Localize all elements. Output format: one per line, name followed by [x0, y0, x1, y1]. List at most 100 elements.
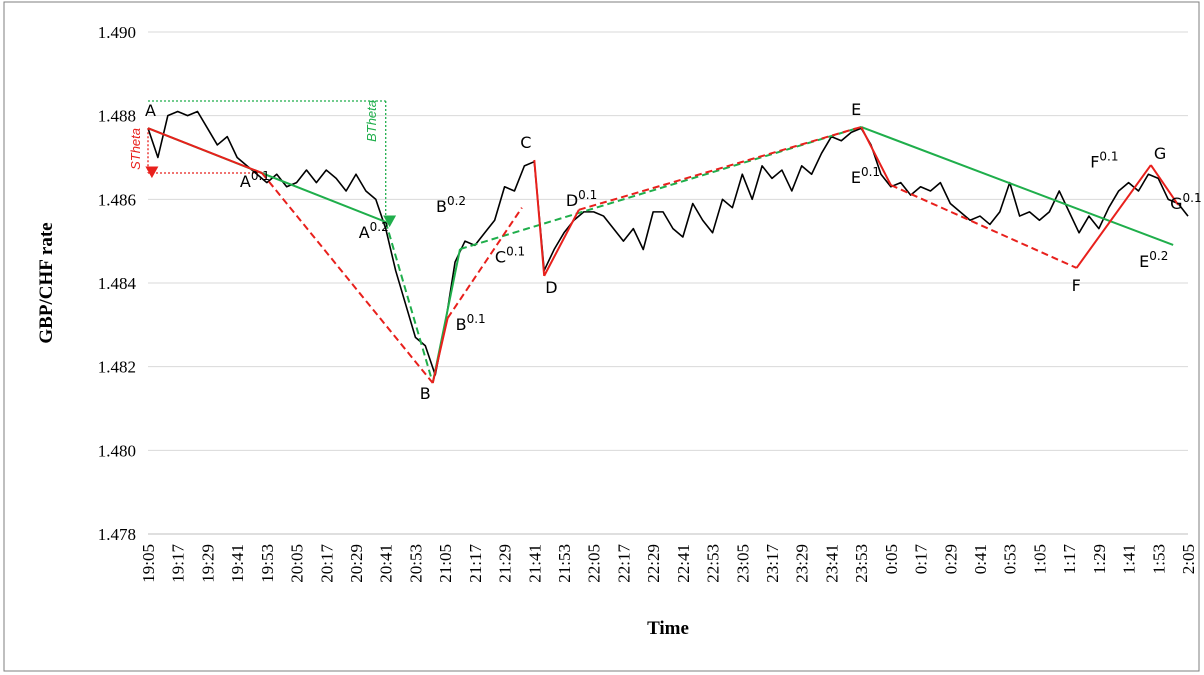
point-label: D0.1 — [566, 188, 597, 210]
x-tick-label: 0:17 — [912, 544, 931, 575]
y-tick-label: 1.484 — [98, 274, 137, 293]
y-axis-title: GBP/CHF rate — [36, 222, 57, 343]
point-superscript: 0.1 — [578, 188, 597, 202]
x-axis-title: Time — [647, 618, 689, 639]
x-tick-label: 1:17 — [1060, 544, 1079, 575]
x-tick-label: 0:41 — [971, 544, 990, 574]
point-letter: E — [851, 168, 861, 187]
x-tick-label: 23:29 — [793, 544, 812, 583]
point-label: B0.1 — [456, 312, 486, 334]
point-superscript: 0.1 — [467, 312, 486, 326]
x-tick-label: 20:41 — [377, 544, 396, 583]
point-letter: E — [851, 100, 861, 119]
x-tick-label: 19:41 — [228, 544, 247, 583]
x-tick-label: 19:53 — [258, 544, 277, 583]
x-tick-label: 19:29 — [198, 544, 217, 583]
point-superscript: 0.1 — [506, 245, 525, 259]
point-superscript: 0.1 — [1183, 191, 1202, 205]
segment — [261, 172, 434, 384]
x-tick-label: 20:17 — [317, 544, 336, 583]
point-letter: A — [240, 172, 251, 191]
x-tick-label: 23:41 — [822, 544, 841, 583]
y-tick-label: 1.480 — [98, 441, 136, 460]
x-tick-label: 21:17 — [466, 544, 485, 583]
point-label: E — [851, 100, 861, 119]
segment — [147, 127, 263, 174]
y-tick-label: 1.488 — [98, 107, 136, 126]
segment — [446, 207, 523, 319]
x-tick-label: 0:05 — [882, 544, 901, 574]
point-superscript: 0.2 — [370, 220, 389, 234]
point-letter: D — [545, 278, 557, 297]
y-tick-label: 1.482 — [98, 358, 136, 377]
point-letter: B — [436, 197, 447, 216]
x-tick-label: 1:41 — [1120, 544, 1139, 574]
chart-frame — [3, 1, 1200, 672]
point-label: A — [145, 101, 156, 120]
point-letter: A — [359, 223, 370, 242]
segment — [1075, 164, 1152, 269]
x-tick-label: 21:05 — [436, 544, 455, 583]
point-letter: C — [495, 248, 506, 267]
segment — [890, 184, 1077, 269]
point-label: E0.2 — [1139, 249, 1168, 271]
point-superscript: 0.2 — [1149, 249, 1168, 263]
point-label: C0.1 — [495, 245, 525, 267]
point-label: C — [520, 133, 531, 152]
point-superscript: 0.1 — [251, 169, 270, 183]
segment — [578, 126, 862, 211]
x-tick-label: 0:29 — [941, 544, 960, 574]
x-tick-label: 23:05 — [733, 544, 752, 583]
x-tick-label: 22:05 — [585, 544, 604, 583]
segment — [459, 126, 862, 251]
segment — [543, 209, 580, 277]
x-tick-label: 21:41 — [525, 544, 544, 583]
point-label: F0.1 — [1090, 150, 1118, 172]
point-superscript: 0.2 — [447, 194, 466, 208]
point-label: F — [1072, 276, 1081, 295]
segment — [384, 221, 434, 384]
point-letter: F — [1072, 276, 1081, 295]
x-tick-label: 22:53 — [704, 544, 723, 583]
segment — [431, 317, 449, 384]
point-superscript: 0.1 — [1099, 150, 1118, 164]
point-letter: D — [566, 191, 578, 210]
theta-label: BTheta — [364, 100, 379, 142]
point-label: A0.1 — [240, 169, 270, 191]
point-letter: A — [145, 101, 156, 120]
x-tick-label: 20:53 — [406, 544, 425, 583]
x-tick-label: 19:17 — [169, 544, 188, 583]
x-tick-label: 1:29 — [1090, 544, 1109, 574]
point-label: G — [1154, 144, 1166, 163]
point-letter: G — [1154, 144, 1166, 163]
x-tick-label: 19:05 — [139, 544, 158, 583]
x-tick-label: 21:29 — [496, 544, 515, 583]
point-letter: B — [420, 384, 431, 403]
y-tick-label: 1.490 — [98, 23, 136, 42]
x-tick-label: 23:53 — [852, 544, 871, 583]
x-tick-label: 22:17 — [614, 544, 633, 583]
point-superscript: 0.1 — [861, 165, 880, 179]
x-tick-label: 22:29 — [644, 544, 663, 583]
point-label: B0.2 — [436, 194, 466, 216]
x-tick-label: 1:05 — [1030, 544, 1049, 574]
x-tick-label: 22:41 — [674, 544, 693, 583]
point-label: A0.2 — [359, 220, 389, 242]
y-tick-label: 1.478 — [98, 525, 136, 544]
x-tick-label: 20:05 — [288, 544, 307, 583]
segment — [860, 126, 1174, 246]
theta-label: STheta — [128, 128, 143, 170]
point-label: G0.1 — [1170, 191, 1202, 213]
point-label: B — [420, 384, 431, 403]
x-tick-label: 1:53 — [1149, 544, 1168, 574]
point-letter: F — [1090, 153, 1099, 172]
segment — [1150, 164, 1179, 206]
segment — [533, 159, 546, 276]
point-label: E0.1 — [851, 165, 880, 187]
price-line — [147, 110, 1189, 376]
segment — [860, 126, 892, 186]
point-letter: G — [1170, 194, 1182, 213]
x-tick-label: 2:05 — [1179, 544, 1198, 574]
y-tick-label: 1.486 — [98, 190, 136, 209]
